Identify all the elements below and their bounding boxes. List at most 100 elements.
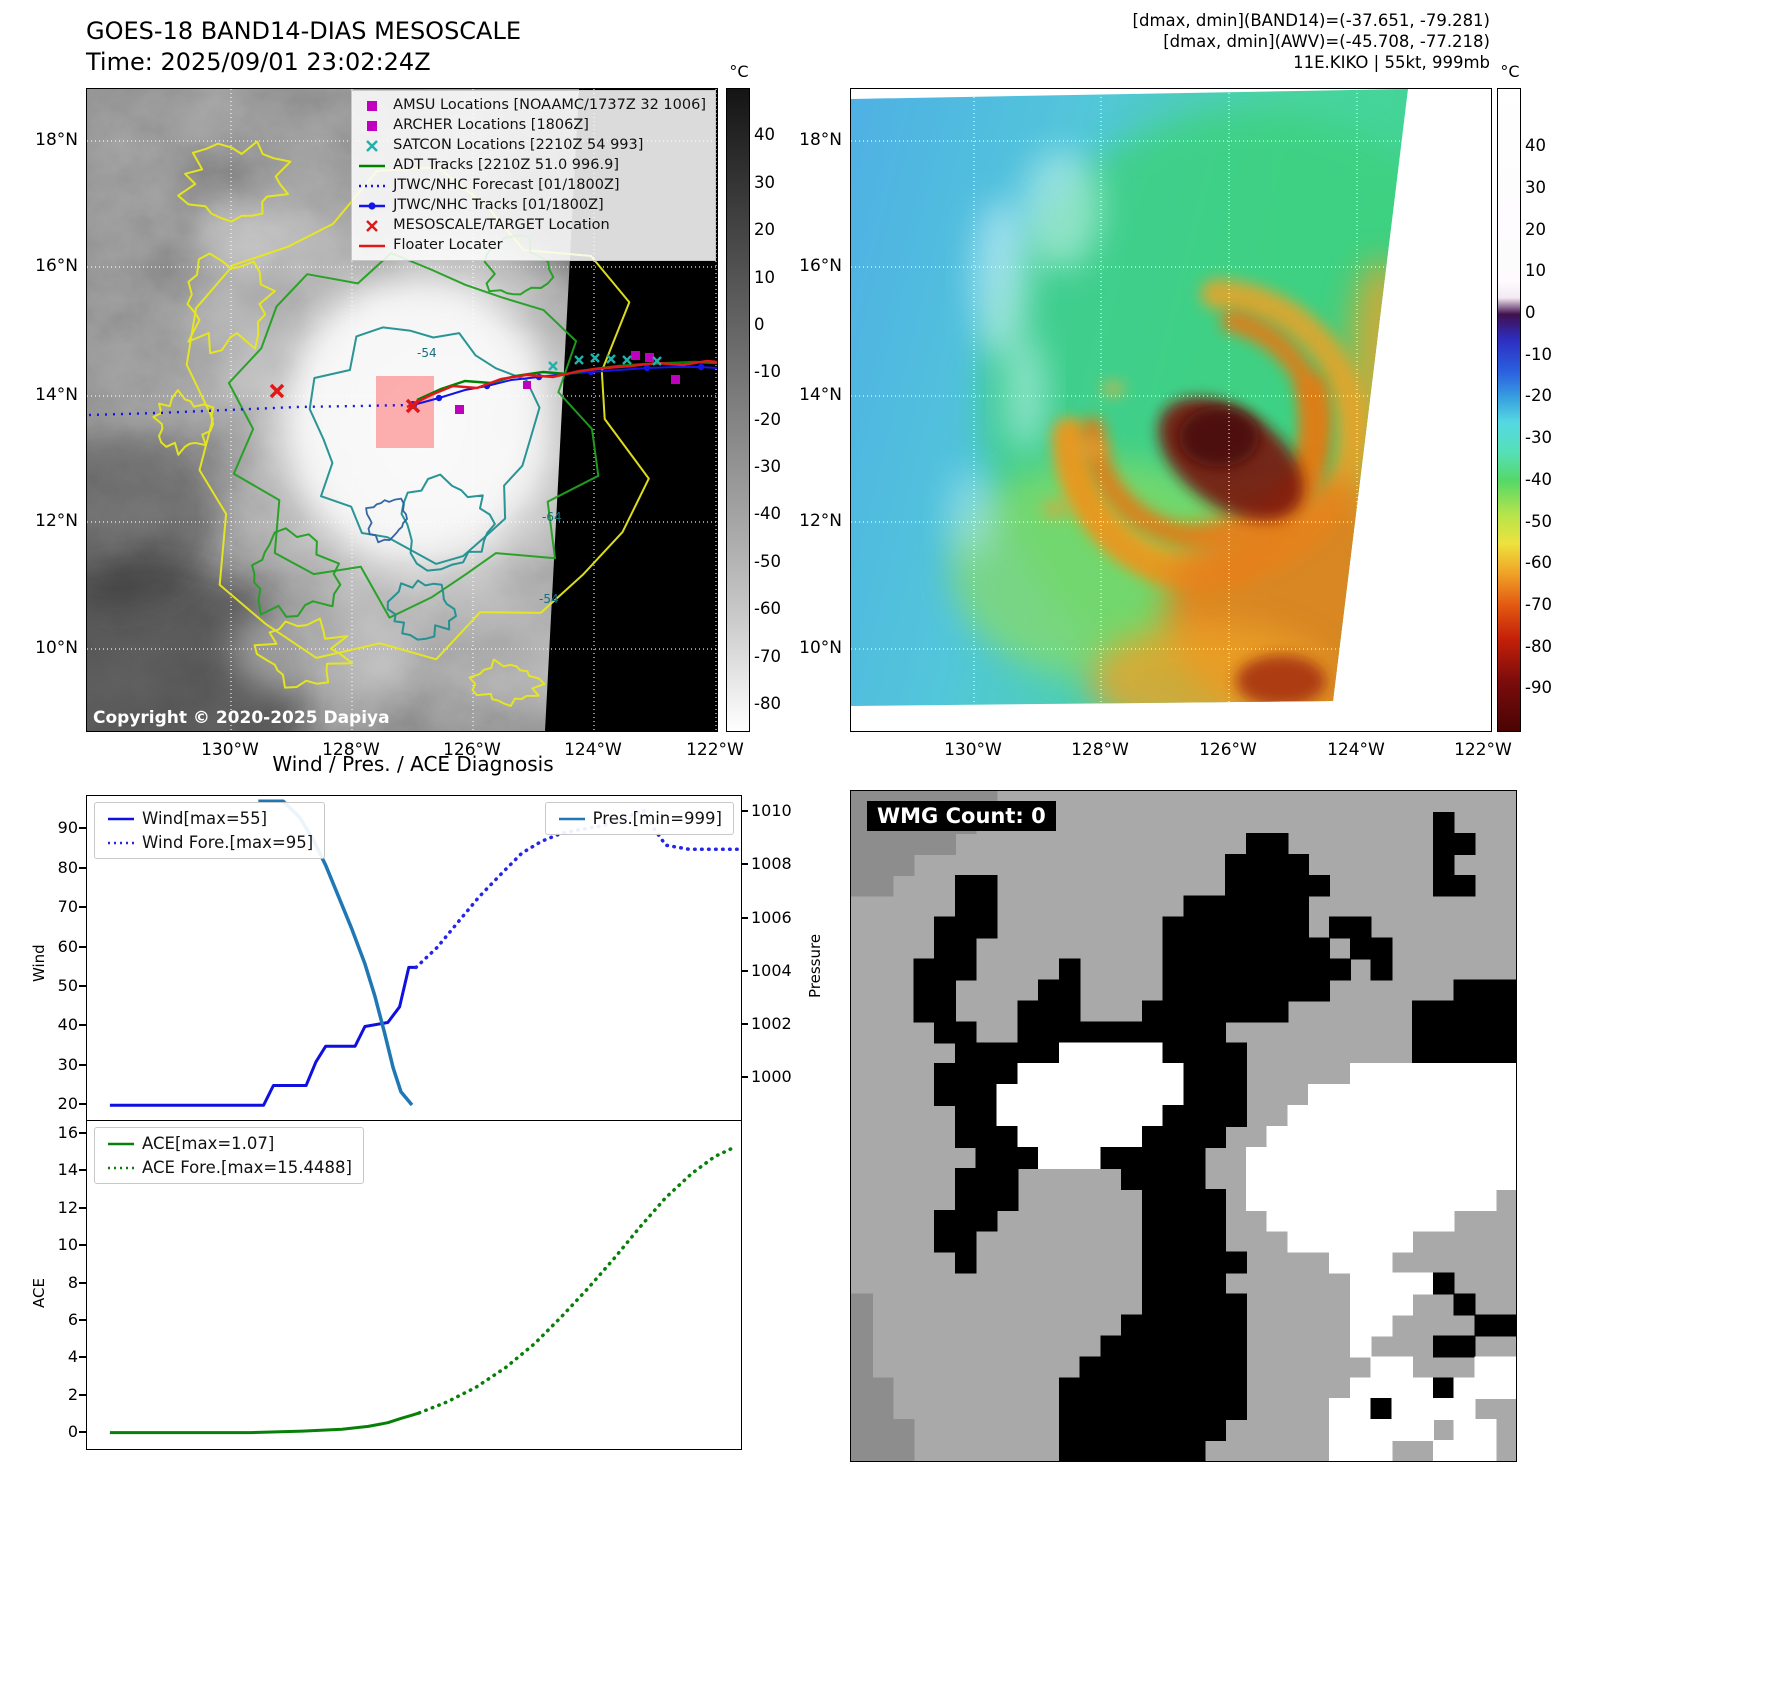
colorbar-tick-label: -20	[1525, 386, 1552, 406]
lon-tick-label: 124°W	[1327, 740, 1385, 760]
y-tick-label-right: 1008	[751, 854, 792, 874]
contour-line	[253, 617, 353, 689]
tick-mark	[79, 827, 86, 830]
colorbar-tick-label: -30	[1525, 428, 1552, 448]
wmg-map-panel: WMG Count: 0	[850, 790, 1517, 1462]
y-tick-label-right: 1010	[751, 800, 792, 820]
tick-mark	[79, 1356, 86, 1359]
line-marker-icon	[359, 164, 386, 167]
tick-mark	[79, 1244, 86, 1247]
colorbar-tick-label: -20	[754, 409, 781, 429]
colorbar-tick-label: 40	[1525, 136, 1546, 156]
lat-tick-label: 14°N	[799, 385, 842, 405]
latlon-grid	[851, 89, 1491, 731]
storm-tracks	[88, 351, 717, 417]
y-tick-label: 12	[57, 1197, 78, 1217]
amsu-archer-markers	[455, 351, 680, 414]
colorbar-tick-label: -10	[754, 362, 781, 382]
lat-tick-label: 16°N	[799, 256, 842, 276]
ace-legend: ACE[max=1.07] ACE Fore.[max=15.4488]	[94, 1127, 364, 1184]
colorbar-tick-label: -70	[754, 646, 781, 666]
lon-tick-label: 130°W	[944, 740, 1002, 760]
y-tick-label: 40	[57, 1015, 78, 1035]
y-tick-label: 16	[57, 1123, 78, 1143]
map-legend: AMSU Locations [NOAAMC/1737Z 32 1006] ARC…	[351, 90, 716, 261]
y-tick-label-right: 1006	[751, 907, 792, 927]
colorbar-tick-label: 20	[754, 220, 775, 240]
x-marker-icon	[366, 219, 379, 232]
legend-item-label: Wind[max=55]	[142, 809, 268, 828]
dotted-marker-icon	[108, 1166, 134, 1169]
tick-mark	[741, 916, 748, 919]
tick-mark	[79, 1103, 86, 1106]
lat-tick-label: 16°N	[35, 256, 78, 276]
colorbar-tick-label: 20	[1525, 219, 1546, 239]
lon-tick-label: 128°W	[1071, 740, 1129, 760]
ace-plot-area	[109, 1145, 737, 1435]
line-marker-icon	[108, 817, 134, 820]
tick-mark	[79, 1024, 86, 1027]
contour-line	[177, 140, 292, 223]
mesoscale-target-box	[376, 376, 434, 448]
tick-mark	[741, 1076, 748, 1079]
awv-color-image	[851, 89, 1491, 731]
jtwc-forecast-line	[88, 403, 412, 417]
legend-item-label: Pres.[min=999]	[592, 809, 722, 828]
legend-item: ACE[max=1.07]	[106, 1133, 352, 1154]
panel1-colorbar-unit: °C	[729, 62, 749, 81]
y-tick-label: 10	[57, 1235, 78, 1255]
legend-item: Wind[max=55]	[106, 808, 313, 829]
legend-item: JTWC/NHC Tracks [01/1800Z]	[357, 196, 706, 215]
legend-item: Pres.[min=999]	[557, 808, 722, 829]
legend-item-label: AMSU Locations [NOAAMC/1737Z 32 1006]	[393, 97, 706, 113]
tick-mark	[79, 866, 86, 869]
lat-tick-label: 10°N	[799, 638, 842, 658]
target-x-marker	[269, 383, 285, 399]
y-tick-label: 20	[57, 1094, 78, 1114]
y-tick-label: 90	[57, 818, 78, 838]
panel2-colorbar-unit: °C	[1500, 62, 1520, 81]
lon-tick-label: 124°W	[564, 740, 622, 760]
y-tick-label: 0	[67, 1421, 78, 1441]
panel1-title-line2: Time: 2025/09/01 23:02:24Z	[86, 48, 431, 76]
dmax-dmin-annotation: 11E.KIKO | 55kt, 999mb	[1293, 53, 1490, 72]
tick-mark	[79, 1132, 86, 1135]
colorbar-tick-label: -10	[1525, 344, 1552, 364]
y-tick-label: 70	[57, 897, 78, 917]
y-tick-label: 30	[57, 1054, 78, 1074]
wmg-count-label: WMG Count: 0	[867, 801, 1056, 831]
panel1-title: GOES-18 BAND14-DIAS MESOSCALE Time: 2025…	[86, 16, 521, 78]
lon-tick-label: 122°W	[1454, 740, 1512, 760]
contour-line	[251, 527, 342, 618]
colorbar-tick-label: -40	[754, 504, 781, 524]
colorbar-tick-label: 30	[754, 172, 775, 192]
panel2-annotations: [dmax, dmin](BAND14)=(-37.651, -79.281) […	[1133, 10, 1490, 73]
colorbar-tick-label: -50	[754, 551, 781, 571]
lon-tick-label: 126°W	[443, 740, 501, 760]
legend-item: MESOSCALE/TARGET Location	[357, 216, 706, 235]
contour-line	[386, 579, 457, 641]
y-tick-label: 6	[67, 1309, 78, 1329]
contour-label: -64	[542, 510, 562, 524]
mesoscale-x-marker	[405, 398, 421, 414]
legend-item: SATCON Locations [2210Z 54 993]	[357, 136, 706, 155]
colorbar-tick-label: 30	[1525, 178, 1546, 198]
tick-mark	[79, 1318, 86, 1321]
colorbar-tick-label: -80	[1525, 636, 1552, 656]
legend-item: AMSU Locations [NOAAMC/1737Z 32 1006]	[357, 96, 706, 115]
colorbar-tick-label: -70	[1525, 594, 1552, 614]
y-tick-label: 60	[57, 936, 78, 956]
dmax-dmin-annotation: [dmax, dmin](BAND14)=(-37.651, -79.281)	[1132, 11, 1490, 30]
panel1-colorbar	[726, 88, 750, 732]
contour-line	[227, 252, 600, 619]
contour-line	[308, 326, 541, 565]
dmax-dmin-annotation: [dmax, dmin](AWV)=(-45.708, -77.218)	[1163, 32, 1490, 51]
legend-item-label: ACE[max=1.07]	[142, 1134, 275, 1153]
lat-tick-label: 10°N	[35, 638, 78, 658]
colorbar-tick-label: 40	[754, 125, 775, 145]
tick-mark	[741, 863, 748, 866]
contour-line	[400, 473, 496, 572]
tick-mark	[741, 969, 748, 972]
floater-track-line	[406, 359, 717, 409]
legend-item-label: SATCON Locations [2210Z 54 993]	[393, 137, 644, 153]
